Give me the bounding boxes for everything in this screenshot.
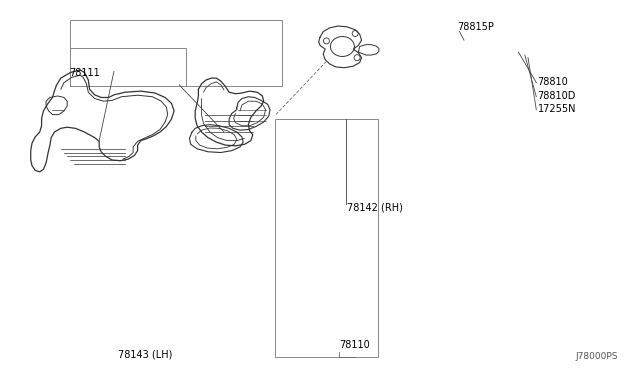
Text: 78810: 78810 <box>538 77 568 87</box>
Text: 78110: 78110 <box>339 340 370 350</box>
Text: 17255N: 17255N <box>538 104 576 113</box>
Bar <box>70 20 282 86</box>
Text: 78815P: 78815P <box>458 22 495 32</box>
Text: 78810D: 78810D <box>538 91 576 101</box>
Text: 78142 (RH): 78142 (RH) <box>347 203 403 213</box>
Bar <box>275 119 378 357</box>
Bar <box>70 48 186 86</box>
Text: 78111: 78111 <box>69 68 100 77</box>
Text: J78000PS: J78000PS <box>575 352 618 360</box>
Text: 78143 (LH): 78143 (LH) <box>118 350 173 360</box>
